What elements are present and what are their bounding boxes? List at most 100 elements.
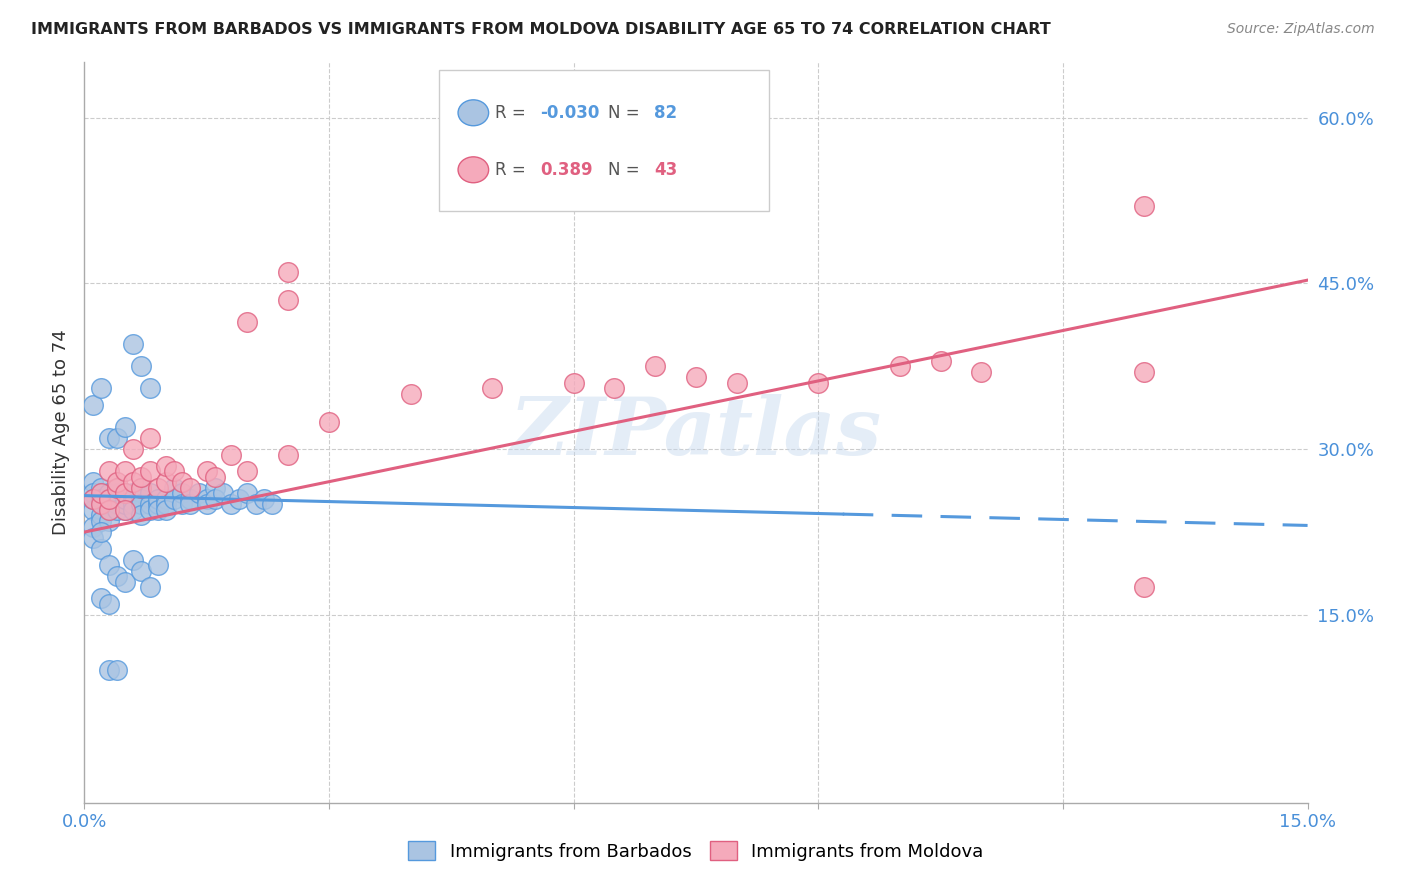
Point xyxy=(90,541,112,556)
Point xyxy=(131,481,153,495)
Point xyxy=(138,431,160,445)
Point xyxy=(90,508,112,523)
Point xyxy=(114,503,136,517)
Point xyxy=(82,531,104,545)
Point xyxy=(97,503,120,517)
Text: 43: 43 xyxy=(654,161,678,178)
Point xyxy=(155,491,177,506)
Text: R =: R = xyxy=(495,103,531,122)
Point xyxy=(90,486,112,500)
Point xyxy=(807,376,830,390)
Point xyxy=(138,486,160,500)
Point xyxy=(90,591,112,606)
Point xyxy=(204,491,226,506)
Point xyxy=(90,491,112,506)
Point xyxy=(219,448,242,462)
Point xyxy=(122,498,145,512)
Point xyxy=(236,486,259,500)
Point xyxy=(179,491,201,506)
Point xyxy=(1133,199,1156,213)
Point xyxy=(204,481,226,495)
Point xyxy=(204,470,226,484)
Ellipse shape xyxy=(458,100,489,126)
Text: IMMIGRANTS FROM BARBADOS VS IMMIGRANTS FROM MOLDOVA DISABILITY AGE 65 TO 74 CORR: IMMIGRANTS FROM BARBADOS VS IMMIGRANTS F… xyxy=(31,22,1050,37)
Text: ZIPatlas: ZIPatlas xyxy=(510,394,882,471)
Point xyxy=(562,376,585,390)
Point xyxy=(131,498,153,512)
Point xyxy=(131,508,153,523)
Point xyxy=(146,491,169,506)
Point xyxy=(603,381,626,395)
Point xyxy=(138,580,160,594)
Point xyxy=(195,498,218,512)
Point xyxy=(685,370,707,384)
Point xyxy=(97,663,120,677)
Point xyxy=(105,498,128,512)
Text: R =: R = xyxy=(495,161,537,178)
Point xyxy=(228,491,250,506)
Point xyxy=(82,486,104,500)
Point xyxy=(163,481,186,495)
Point xyxy=(122,503,145,517)
Text: N =: N = xyxy=(607,161,645,178)
Point xyxy=(114,491,136,506)
Text: 82: 82 xyxy=(654,103,678,122)
Point xyxy=(131,359,153,374)
Point xyxy=(970,365,993,379)
Point xyxy=(277,293,299,307)
Ellipse shape xyxy=(458,157,489,183)
Point xyxy=(114,574,136,589)
Point xyxy=(105,431,128,445)
Point xyxy=(105,481,128,495)
Point xyxy=(260,498,283,512)
Point xyxy=(82,491,104,506)
Point xyxy=(122,491,145,506)
Point xyxy=(146,503,169,517)
Point xyxy=(187,486,209,500)
Point xyxy=(163,491,186,506)
Point xyxy=(195,491,218,506)
Point xyxy=(97,431,120,445)
FancyBboxPatch shape xyxy=(439,70,769,211)
Point xyxy=(253,491,276,506)
Point xyxy=(146,481,169,495)
Point xyxy=(172,475,194,490)
Point xyxy=(131,481,153,495)
Point xyxy=(122,552,145,566)
Point xyxy=(90,514,112,528)
Point xyxy=(172,498,194,512)
Point xyxy=(97,464,120,478)
Legend: Immigrants from Barbados, Immigrants from Moldova: Immigrants from Barbados, Immigrants fro… xyxy=(401,834,991,868)
Point xyxy=(131,470,153,484)
Point xyxy=(90,486,112,500)
Point xyxy=(138,498,160,512)
Point xyxy=(131,491,153,506)
Point xyxy=(1133,365,1156,379)
Point xyxy=(929,353,952,368)
Text: -0.030: -0.030 xyxy=(541,103,600,122)
Point xyxy=(1133,580,1156,594)
Point xyxy=(97,491,120,506)
Point xyxy=(105,503,128,517)
Point xyxy=(131,564,153,578)
Point xyxy=(105,569,128,583)
Point xyxy=(277,448,299,462)
Point xyxy=(155,503,177,517)
Point xyxy=(114,486,136,500)
Point xyxy=(889,359,911,374)
Point xyxy=(163,464,186,478)
Point xyxy=(114,420,136,434)
Point xyxy=(82,519,104,533)
Point xyxy=(122,337,145,351)
Point xyxy=(245,498,267,512)
Point xyxy=(114,486,136,500)
Point xyxy=(725,376,748,390)
Point xyxy=(105,663,128,677)
Point xyxy=(114,498,136,512)
Point xyxy=(399,387,422,401)
Point xyxy=(155,475,177,490)
Text: 0.389: 0.389 xyxy=(541,161,593,178)
Point xyxy=(236,315,259,329)
Point xyxy=(90,498,112,512)
Point xyxy=(236,464,259,478)
